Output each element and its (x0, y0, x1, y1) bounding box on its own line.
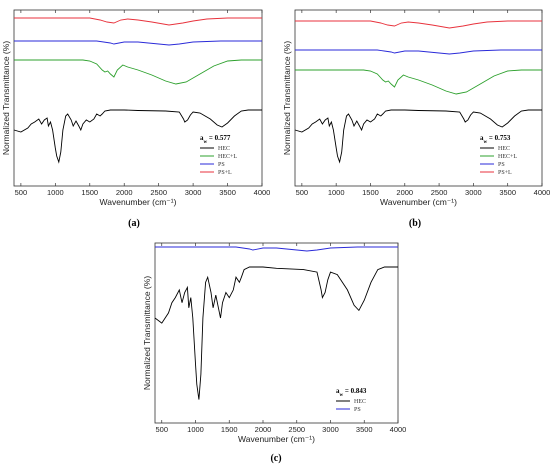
x-tick-label: 500 (15, 188, 28, 197)
legend-label: PS (498, 162, 505, 168)
x-tick-label: 2500 (150, 188, 167, 197)
plot-frame (13, 9, 263, 187)
series-line-hec-plus-l (14, 59, 262, 85)
plot-frame (294, 9, 543, 187)
y-axis-label: Normalized Transmittance (%) (1, 41, 11, 155)
legend-label: HEC (498, 146, 510, 152)
x-tick-label: 1500 (362, 188, 379, 197)
series-line-ps-plus-l (14, 17, 262, 26)
x-tick-label: 2500 (288, 425, 305, 434)
legend-label: PS+L (498, 170, 512, 176)
legend-label: HEC+L (218, 154, 237, 160)
x-tick-label: 3500 (356, 425, 373, 434)
x-axis-label: Wavenumber (cm⁻¹) (380, 197, 457, 207)
x-tick-label: 1000 (47, 188, 64, 197)
panel-caption: (c) (270, 453, 281, 464)
series-line-hec-plus-l (295, 69, 542, 95)
aw-annotation: aw = 0.843 (336, 387, 367, 398)
x-axis-label: Wavenumber (cm⁻¹) (238, 434, 315, 444)
x-tick-label: 1500 (221, 425, 238, 434)
x-tick-label: 2000 (255, 425, 272, 434)
x-tick-label: 500 (155, 425, 168, 434)
series-line-hec (294, 109, 542, 164)
series-line-ps-plus-l (295, 20, 542, 29)
x-tick-label: 3000 (465, 188, 482, 197)
legend-label: PS (354, 407, 361, 413)
x-tick-label: 1500 (81, 188, 98, 197)
x-tick-label: 3000 (322, 425, 339, 434)
x-tick-label: 4000 (254, 188, 271, 197)
plot-frame (154, 242, 399, 424)
x-tick-label: 1000 (187, 425, 204, 434)
x-axis-label: Wavenumber (cm⁻¹) (100, 197, 177, 207)
x-tick-label: 2000 (116, 188, 133, 197)
panel-2: 500 1000 1500 2000 2500 3000 3500 4000 Wavenumbe… (142, 242, 407, 464)
legend-label: HEC (218, 146, 230, 152)
y-axis-label: Normalized Transmittance (%) (142, 276, 152, 390)
legend-label: PS (218, 162, 225, 168)
legend-label: HEC (354, 399, 366, 405)
series-line-hec (154, 266, 398, 400)
x-tick-label: 4000 (534, 188, 550, 197)
legend-label: PS+L (218, 170, 232, 176)
panel-caption: (a) (128, 218, 140, 229)
x-tick-label: 3500 (499, 188, 516, 197)
panel-caption: (b) (409, 218, 421, 229)
aw-annotation: aw = 0.577 (200, 134, 231, 145)
x-tick-label: 500 (296, 188, 309, 197)
series-line-ps (14, 40, 262, 46)
x-tick-label: 2500 (431, 188, 448, 197)
aw-annotation: aw = 0.753 (480, 134, 511, 145)
x-tick-label: 1000 (328, 188, 345, 197)
x-tick-label: 3500 (219, 188, 236, 197)
legend-label: HEC+L (498, 154, 517, 160)
panel-1: 500 1000 1500 2000 2500 3000 3500 4000 Wavenumbe… (282, 9, 550, 229)
series-line-ps (155, 246, 398, 252)
panel-0: 500 1000 1500 2000 2500 3000 3500 4000 Wavenumbe… (1, 9, 271, 229)
x-tick-label: 4000 (390, 425, 407, 434)
series-line-ps (295, 49, 542, 55)
y-axis-label: Normalized Transmittance (%) (282, 41, 292, 155)
x-tick-label: 2000 (396, 188, 413, 197)
x-tick-label: 3000 (185, 188, 202, 197)
series-line-hec (13, 109, 262, 164)
